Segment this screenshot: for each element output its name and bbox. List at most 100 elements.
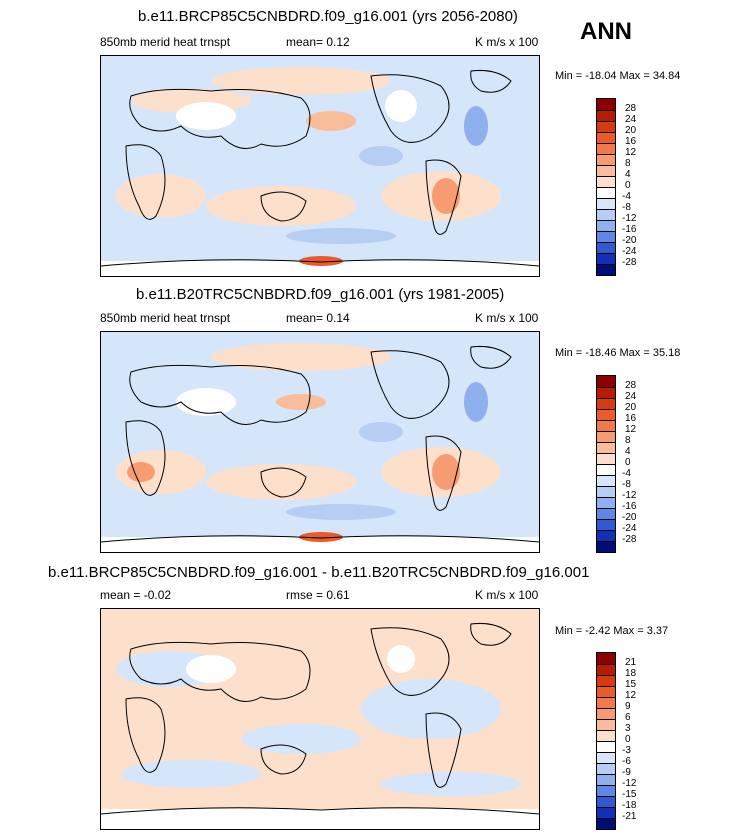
panel-2-colorbar-label: -12 <box>622 490 637 501</box>
panel-2-variable: 850mb merid heat trnspt <box>100 311 231 325</box>
panel-2-colorbar-label: -4 <box>622 468 631 479</box>
panel-1-colorbar-label: 12 <box>625 147 637 158</box>
panel-2-field-warm <box>211 343 391 371</box>
panel-1-colorbar-box <box>597 209 615 220</box>
panel-3-colorbar-box <box>597 763 615 774</box>
panel-1-colorbar-label: -4 <box>622 191 631 202</box>
panel-2-colorbar-box <box>597 508 615 519</box>
panel-1-map <box>100 55 540 277</box>
panel-1-colorbar-label: 8 <box>625 158 631 169</box>
panel-1-mean: mean= 0.12 <box>286 35 350 49</box>
panel-2-colorbar-box <box>597 486 615 497</box>
panel-1-colorbar-box <box>597 132 615 143</box>
panel-2-colorbar-label: 24 <box>625 391 637 402</box>
panel-2-field-warm-strong <box>276 394 326 410</box>
season-label: ANN <box>580 18 632 45</box>
panel-3-colorbar-label: -15 <box>622 789 637 800</box>
panel-1-units: K m/s x 100 <box>475 35 539 49</box>
panel-1-colorbar-box <box>597 143 615 154</box>
panel-2-colorbar <box>596 375 616 553</box>
panel-1-colorbar-label: 28 <box>625 103 637 114</box>
panel-2-map-plot <box>101 332 539 552</box>
panel-2-field-near-zero <box>176 388 236 416</box>
panel-3-colorbar-box <box>597 675 615 686</box>
panel-1-minmax: Min = -18.04 Max = 34.84 <box>555 70 681 82</box>
panel-2-australia-outline <box>260 467 307 498</box>
panel-3-title: b.e11.BRCP85C5CNBDRD.f09_g16.001 - b.e11… <box>48 564 590 581</box>
panel-3-field-cool <box>121 760 261 788</box>
panel-2-colorbar-box <box>597 475 615 486</box>
panel-2-colorbar-label: -20 <box>622 512 637 523</box>
panel-1-south-america-outline <box>425 159 462 235</box>
panel-2-field-warm-strong <box>299 532 343 542</box>
panel-2-colorbar-label: 4 <box>625 446 631 457</box>
panel-1-colorbar-box <box>597 176 615 187</box>
panel-2-colorbar-box <box>597 442 615 453</box>
panel-1-colorbar-label: -24 <box>622 246 637 257</box>
panel-2-title: b.e11.B20TRC5CNBDRD.f09_g16.001 (yrs 198… <box>136 286 505 303</box>
panel-1-field-cool <box>359 146 403 166</box>
panel-3-colorbar-label: -18 <box>622 800 637 811</box>
panel-2-field-warm <box>116 450 206 494</box>
panel-1-field-cool-strong <box>464 106 488 146</box>
panel-3-antarctica-outline <box>101 807 539 815</box>
panel-1-colorbar-box <box>597 220 615 231</box>
panel-1-colorbar-box <box>597 121 615 132</box>
panel-2-map <box>100 331 540 553</box>
panel-1-title: b.e11.BRCP85C5CNBDRD.f09_g16.001 (yrs 20… <box>138 8 518 25</box>
panel-1-colorbar-box <box>597 198 615 209</box>
panel-2-colorbar-label: 16 <box>625 413 637 424</box>
panel-1-field-warm <box>211 67 391 95</box>
panel-2-minmax: Min = -18.46 Max = 35.18 <box>555 347 681 359</box>
panel-2-colorbar-label: -8 <box>622 479 631 490</box>
panel-3-colorbar <box>596 652 616 830</box>
panel-2-antarctica-mask <box>101 537 539 552</box>
panel-1-colorbar-label: 16 <box>625 136 637 147</box>
panel-2-field-cool <box>286 504 396 520</box>
panel-2-field-cool <box>359 422 403 442</box>
panel-2-mean: mean= 0.14 <box>286 311 350 325</box>
panel-1-greenland-outline <box>470 70 512 93</box>
panel-1-colorbar-label: -16 <box>622 224 637 235</box>
panel-2-field-cool-strong <box>464 382 488 422</box>
panel-1-field-warm-strong <box>299 256 343 266</box>
panel-1-colorbar-box <box>597 264 615 275</box>
panel-3-minmax: Min = -2.42 Max = 3.37 <box>555 625 669 637</box>
panel-3-colorbar-label: 12 <box>625 690 637 701</box>
panel-2-north-america-outline <box>370 350 450 419</box>
panel-1-colorbar-box <box>597 242 615 253</box>
panel-1-colorbar <box>596 98 616 276</box>
panel-2-greenland-outline <box>470 346 512 369</box>
panel-3-colorbar-box <box>597 719 615 730</box>
panel-2-colorbar-label: -28 <box>622 534 637 545</box>
panel-1-antarctica-mask <box>101 261 539 276</box>
panel-2-antarctica-outline <box>101 535 539 543</box>
panel-3-mean: mean = -0.02 <box>100 588 172 602</box>
panel-3-colorbar-label: -3 <box>622 745 631 756</box>
panel-3-australia-outline <box>260 744 307 775</box>
panel-1-variable: 850mb merid heat trnspt <box>100 35 231 49</box>
panel-3-africa-outline <box>125 697 166 773</box>
panel-1-colorbar-label: 0 <box>625 180 631 191</box>
panel-3-field-cool <box>241 724 361 754</box>
panel-3-rmse: rmse = 0.61 <box>286 588 350 602</box>
panel-3-colorbar-box <box>597 653 615 664</box>
panel-3-colorbar-box <box>597 818 615 829</box>
panel-3-north-america-outline <box>370 627 450 696</box>
panel-3-colorbar-label: -9 <box>622 767 631 778</box>
panel-2-colorbar-box <box>597 376 615 387</box>
panel-2-field-warm-strong <box>432 454 460 490</box>
panel-3-map-plot <box>101 609 539 829</box>
panel-1-colorbar-label: -20 <box>622 235 637 246</box>
panel-2-field-warm-strong <box>127 462 155 482</box>
panel-3-colorbar-box <box>597 774 615 785</box>
panel-1-colorbar-box <box>597 154 615 165</box>
panel-1-colorbar-label: 4 <box>625 169 631 180</box>
panel-2-colorbar-box <box>597 420 615 431</box>
panel-3-colorbar-label: 6 <box>625 712 631 723</box>
panel-1-field-warm <box>116 174 206 218</box>
panel-1-field-near-zero <box>176 102 236 130</box>
panel-3-colorbar-box <box>597 730 615 741</box>
panel-3-colorbar-box <box>597 697 615 708</box>
panel-2-colorbar-label: 8 <box>625 435 631 446</box>
